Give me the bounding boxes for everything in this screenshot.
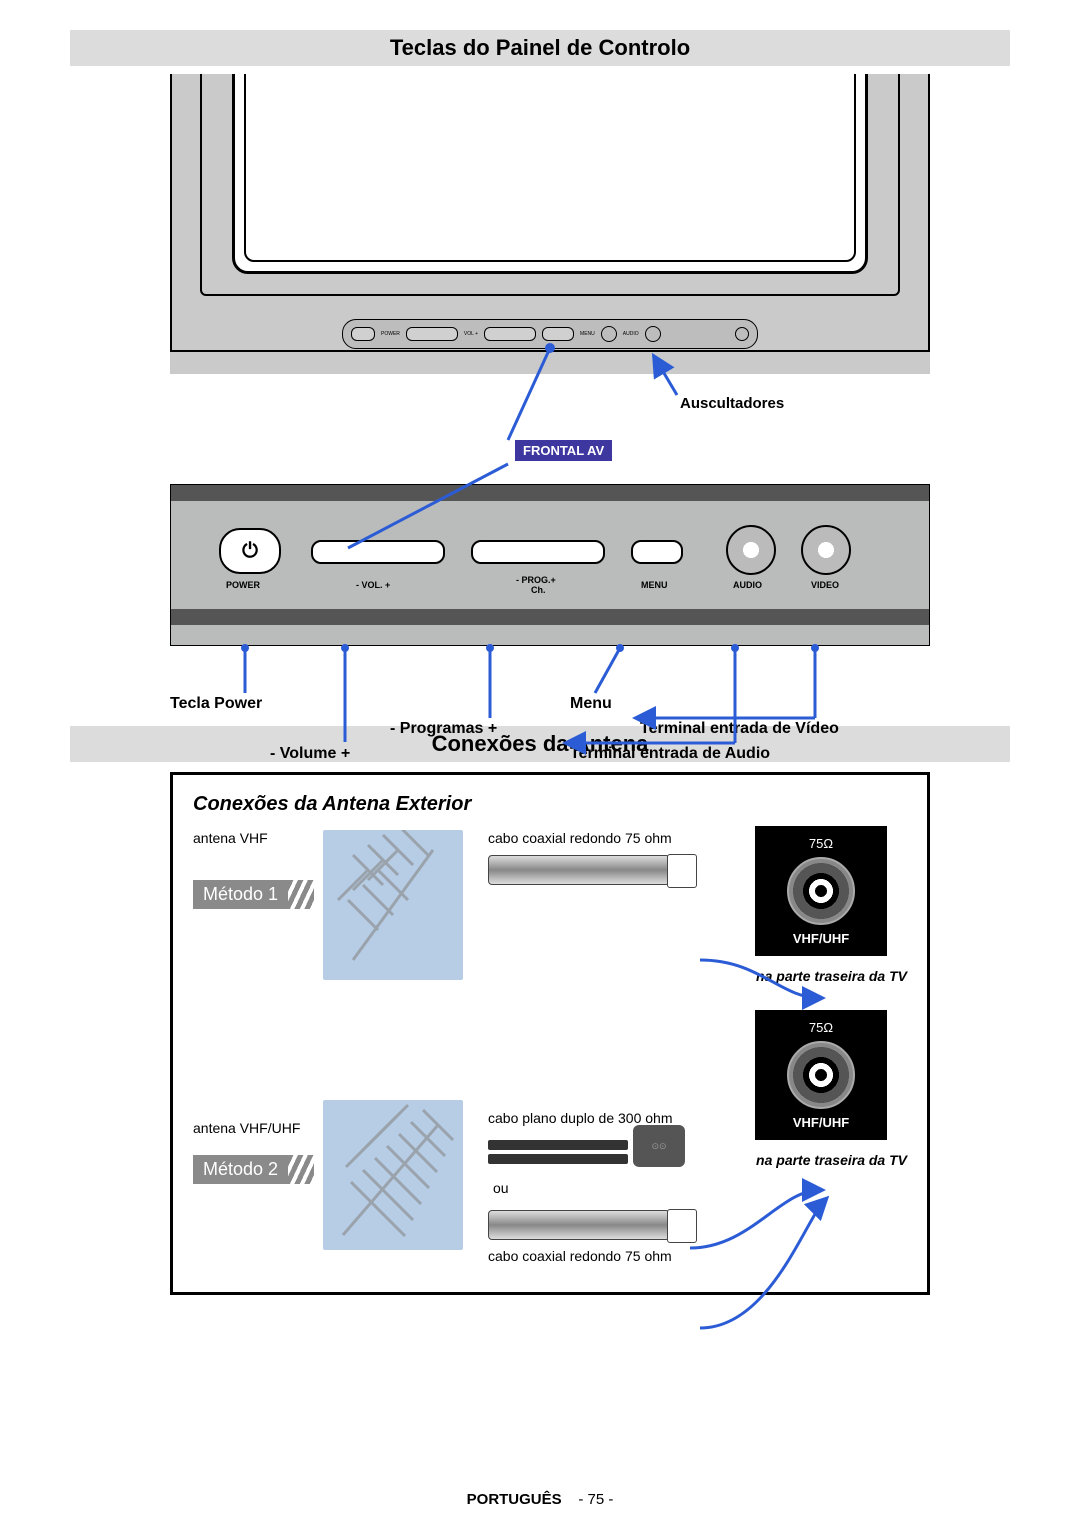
tecla-power-label: Tecla Power [170,695,262,713]
ou-label: ou [493,1180,509,1196]
volume-button-icon [311,540,445,564]
method2-tag: Método 2 [193,1155,288,1184]
antenna-subtitle: Conexões da Antena Exterior [193,793,907,816]
flat-cable-icon [488,1140,628,1150]
method1-tag: Método 1 [193,880,288,909]
rear-label-2: na parte traseira da TV [756,1152,907,1168]
coax-label-2: cabo coaxial redondo 75 ohm [488,1248,672,1264]
menu-label: Menu [570,695,612,713]
audio-jack-icon [726,525,776,575]
vhf-uhf-antenna-icon [323,1100,463,1250]
section-1-title: Teclas do Painel de Controlo [390,35,690,61]
prog-button-icon [471,540,605,564]
vhf-antenna-icon [323,830,463,980]
coax-cable-icon-2 [488,1210,670,1240]
footer-page-number: - 75 - [578,1491,613,1508]
coax-connector-icon-2 [787,1041,855,1109]
antena-vhf-label: antena VHF [193,830,268,846]
manual-page: Teclas do Painel de Controlo POWER VOL +… [0,0,1080,1528]
connector-box-2: 75Ω VHF/UHF [755,1010,887,1140]
coax-connector-icon [787,857,855,925]
menu-button-icon [631,540,683,564]
panel-detail: ⏻ POWER - VOL. + - PROG.+ Ch. MENU AUDIO… [170,484,930,646]
connector-box-1: 75Ω VHF/UHF [755,826,887,956]
frontal-av-badge: FRONTAL AV [515,440,612,461]
tv-mini-panel: POWER VOL + MENU AUDIO [342,319,758,349]
section-2-title-bar: Conexões da Antena [70,726,1010,762]
tv-illustration: POWER VOL + MENU AUDIO [170,74,930,374]
terminal-video-label: Terminal entrada de Vídeo [640,720,839,738]
terminal-audio-label: Terminal entrada de Audio [570,745,770,763]
flat-cable-label: cabo plano duplo de 300 ohm [488,1110,672,1126]
antena-vhf-uhf-label: antena VHF/UHF [193,1120,300,1136]
footer-language: PORTUGUÊS [467,1491,562,1508]
coax-cable-icon [488,855,670,885]
antenna-box: Conexões da Antena Exterior antena VHF M… [170,772,930,1295]
page-footer: PORTUGUÊS - 75 - [0,1491,1080,1508]
coax-label-1: cabo coaxial redondo 75 ohm [488,830,672,846]
power-button-icon: ⏻ [219,528,281,574]
section-1-title-bar: Teclas do Painel de Controlo [70,30,1010,66]
video-jack-icon [801,525,851,575]
programas-label: - Programas + [390,720,497,738]
adapter-icon: ⊙⊙ [633,1125,685,1167]
volume-label: - Volume + [270,745,350,763]
rear-label-1: na parte traseira da TV [756,968,907,984]
auscultadores-label: Auscultadores [680,395,784,412]
